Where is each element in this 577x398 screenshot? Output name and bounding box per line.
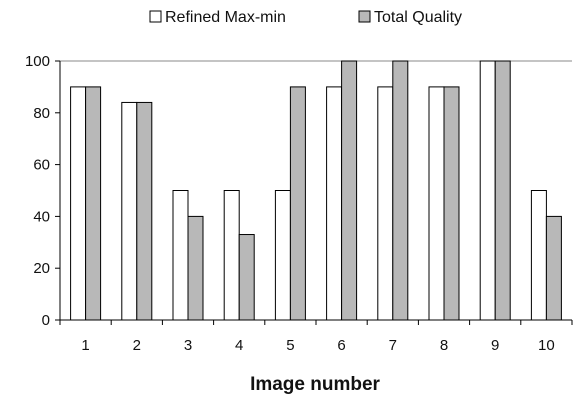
- y-tick-label: 100: [25, 53, 50, 70]
- bar-total-quality-10: [545, 215, 562, 321]
- y-tick-label: 80: [33, 105, 50, 122]
- y-tick-label: 40: [33, 208, 50, 225]
- x-tick-label: 9: [491, 337, 499, 354]
- plot-area: 0 20 40 60 80 100 1 2 3 4 5 6 7 8 9 10: [25, 53, 573, 354]
- bar-refined-max-min-10: [530, 190, 547, 321]
- x-tick-label: 2: [133, 337, 141, 354]
- legend-label-total-quality: Total Quality: [374, 9, 462, 26]
- y-tick-label: 60: [33, 157, 50, 174]
- x-tick-label: 6: [337, 337, 345, 354]
- bar-total-quality-3: [187, 215, 204, 321]
- bar-refined-max-min-2: [121, 101, 138, 321]
- bar-refined-max-min-6: [326, 86, 343, 321]
- bar-total-quality-5: [289, 86, 306, 321]
- x-tick-label: 7: [389, 337, 397, 354]
- bar-total-quality-1: [85, 86, 102, 321]
- bar-total-quality-4: [238, 234, 255, 321]
- y-tick-label: 20: [33, 260, 50, 277]
- y-tick-label: 0: [42, 312, 50, 329]
- x-tick-label: 1: [81, 337, 89, 354]
- x-axis-title: Image number: [250, 374, 380, 395]
- bar-refined-max-min-7: [377, 86, 394, 321]
- x-tick-label: 8: [440, 337, 448, 354]
- legend: Refined Max-min Total Quality: [149, 9, 462, 26]
- bar-refined-max-min-1: [70, 86, 87, 321]
- bar-refined-max-min-4: [223, 190, 240, 321]
- bar-total-quality-9: [494, 60, 511, 321]
- bar-total-quality-2: [136, 101, 153, 321]
- legend-label-refined-max-min: Refined Max-min: [165, 9, 286, 26]
- bar-total-quality-6: [341, 60, 358, 321]
- bar-refined-max-min-5: [274, 190, 291, 321]
- bar-refined-max-min-9: [479, 60, 496, 321]
- bar-refined-max-min-8: [428, 86, 445, 321]
- x-tick-label: 10: [538, 337, 555, 354]
- legend-swatch-total-quality: [358, 10, 371, 23]
- legend-swatch-refined-max-min: [149, 10, 162, 23]
- x-tick-label: 4: [235, 337, 243, 354]
- bar-refined-max-min-3: [172, 190, 189, 321]
- x-tick-label: 3: [184, 337, 192, 354]
- bar-total-quality-8: [443, 86, 460, 321]
- x-tick-label: 5: [286, 337, 294, 354]
- bar-total-quality-7: [392, 60, 409, 321]
